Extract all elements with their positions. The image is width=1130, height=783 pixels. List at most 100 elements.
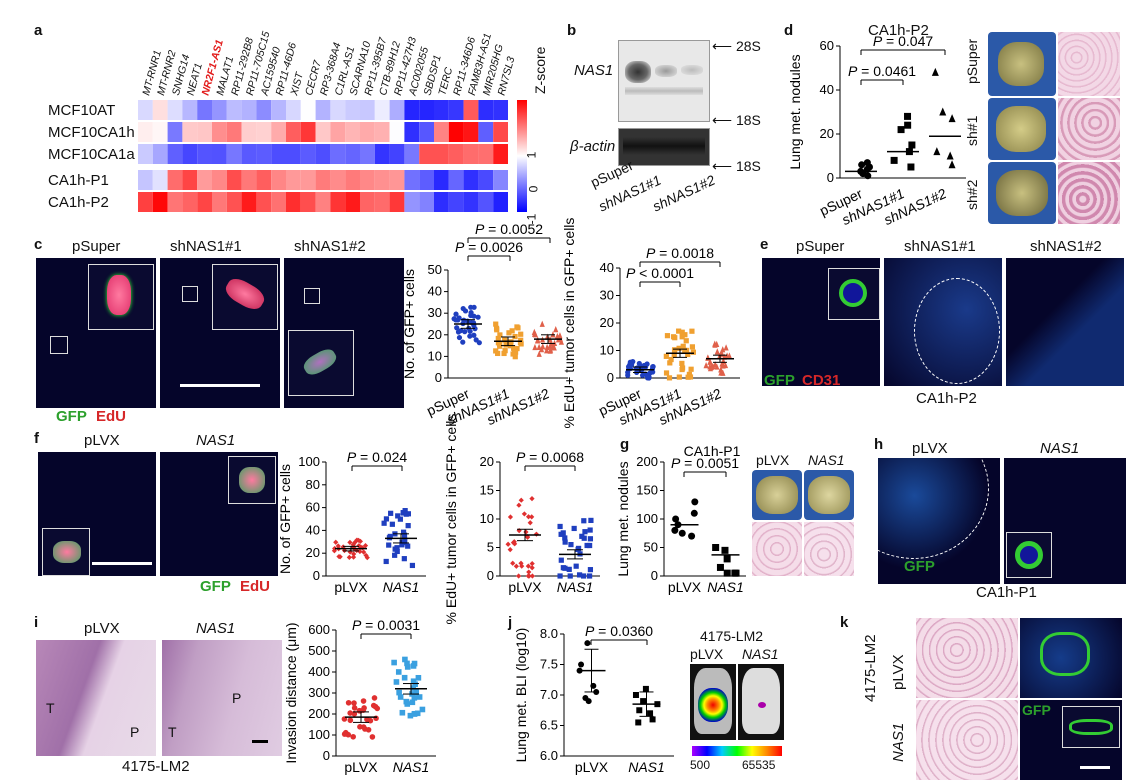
heatmap-cell [212, 144, 227, 164]
data-point [642, 685, 649, 692]
data-point [356, 543, 362, 549]
heatmap-cell [226, 170, 242, 190]
y-tick-label: 0 [607, 370, 614, 385]
heatmap-cell [241, 122, 257, 142]
panel-a-heatmap: MT-RNR1 MT-RNR2 SNHG14 NEAT1 NR2F1-AS1 MALAT1… [0, 0, 560, 230]
y-tick-label: 6.5 [540, 718, 558, 733]
heatmap-cell [212, 192, 227, 212]
heatmap-cell [434, 122, 449, 142]
heatmap-cell [493, 144, 508, 164]
data-point [523, 529, 529, 535]
heatmap-cell [286, 170, 301, 190]
heatmap-cell [448, 100, 464, 120]
data-point [507, 514, 514, 520]
data-point [908, 141, 916, 149]
heatmap-cell [463, 192, 479, 212]
y-axis-label: Lung met. nodules [615, 461, 631, 576]
data-point [716, 353, 723, 360]
f2-p-pvalue: P = 0.0068 [516, 449, 584, 465]
heatmap-cell [182, 122, 198, 142]
heatmap-cell [345, 100, 360, 120]
y-tick-label: 10 [428, 348, 442, 363]
data-point [351, 705, 358, 711]
heatmap-cell [152, 144, 168, 164]
j-scale-max: 65535 [742, 758, 776, 772]
y-tick-label: 0 [323, 748, 330, 763]
k-histo-NAS1 [916, 700, 1018, 780]
data-point [396, 689, 402, 696]
heatmap-cell [360, 192, 375, 212]
data-point [707, 358, 713, 365]
f-stain-red: EdU [240, 578, 270, 595]
data-point [551, 339, 558, 347]
data-point [534, 337, 541, 344]
data-point [690, 509, 698, 517]
heatmap-cell [256, 192, 272, 212]
row-label-0: MCF10AT [48, 102, 116, 119]
heatmap-cell [271, 144, 286, 164]
data-point [410, 678, 417, 685]
y-tick-label: 40 [428, 284, 442, 299]
heatmap-cell [241, 144, 257, 164]
data-point [579, 533, 585, 539]
data-point [364, 716, 370, 723]
data-point [587, 536, 594, 542]
data-point [453, 311, 459, 317]
e-img-label-1: shNAS1#1 [904, 238, 976, 255]
y-tick-label: 100 [636, 511, 658, 526]
heatmap-cell [315, 122, 331, 142]
g-p-pvalue: P = 0.0051 [671, 455, 739, 471]
data-point [357, 548, 363, 555]
data-point [650, 364, 656, 370]
data-point [333, 539, 339, 545]
data-point [863, 159, 871, 167]
heatmap-cell [330, 122, 346, 142]
data-point [401, 532, 408, 538]
heatmap-cell [300, 144, 316, 164]
data-point [460, 339, 466, 345]
heatmap-cell [300, 100, 316, 120]
data-point [525, 563, 531, 569]
data-point [476, 340, 482, 346]
y-tick-label: 600 [308, 622, 330, 637]
heatmap-cell [404, 122, 420, 142]
data-point [939, 107, 947, 116]
heatmap-cell [182, 192, 198, 212]
data-point [502, 348, 508, 354]
lung-image-sh2 [988, 162, 1056, 224]
data-point [904, 121, 912, 129]
data-point [724, 352, 730, 359]
data-point [712, 544, 720, 551]
zscore-colorbar [517, 100, 527, 212]
h-img-label-1: NAS1 [1040, 440, 1080, 457]
data-point [347, 717, 354, 724]
h-image-NAS1 [1004, 458, 1126, 584]
data-point [858, 161, 866, 169]
c-img-label-1: shNAS1#1 [170, 238, 242, 255]
data-point [351, 700, 357, 706]
data-point [544, 343, 550, 351]
data-point [672, 515, 680, 523]
y-tick-label: 100 [308, 727, 330, 742]
data-point [948, 114, 956, 123]
data-point [931, 67, 939, 76]
j-colorbar [692, 746, 782, 756]
data-point [547, 346, 554, 353]
lung-label-0: pSuper [964, 38, 980, 84]
data-point [467, 333, 473, 339]
y-tick-label: 15 [480, 483, 494, 498]
heatmap-cell [345, 170, 360, 190]
data-point [587, 567, 594, 573]
heatmap-cell [434, 170, 449, 190]
data-point [402, 537, 408, 543]
g-title: CA1h-P1 [684, 443, 741, 459]
heatmap-cell [463, 100, 479, 120]
i-caption: 4175-LM2 [122, 758, 190, 775]
data-point [414, 710, 421, 717]
c-stain-green: GFP [56, 408, 87, 425]
data-point [391, 659, 397, 666]
data-point [723, 555, 731, 563]
row-label-2: MCF10CA1a [48, 146, 135, 163]
heatmap-cell [463, 122, 479, 142]
heatmap-cell [315, 192, 331, 212]
